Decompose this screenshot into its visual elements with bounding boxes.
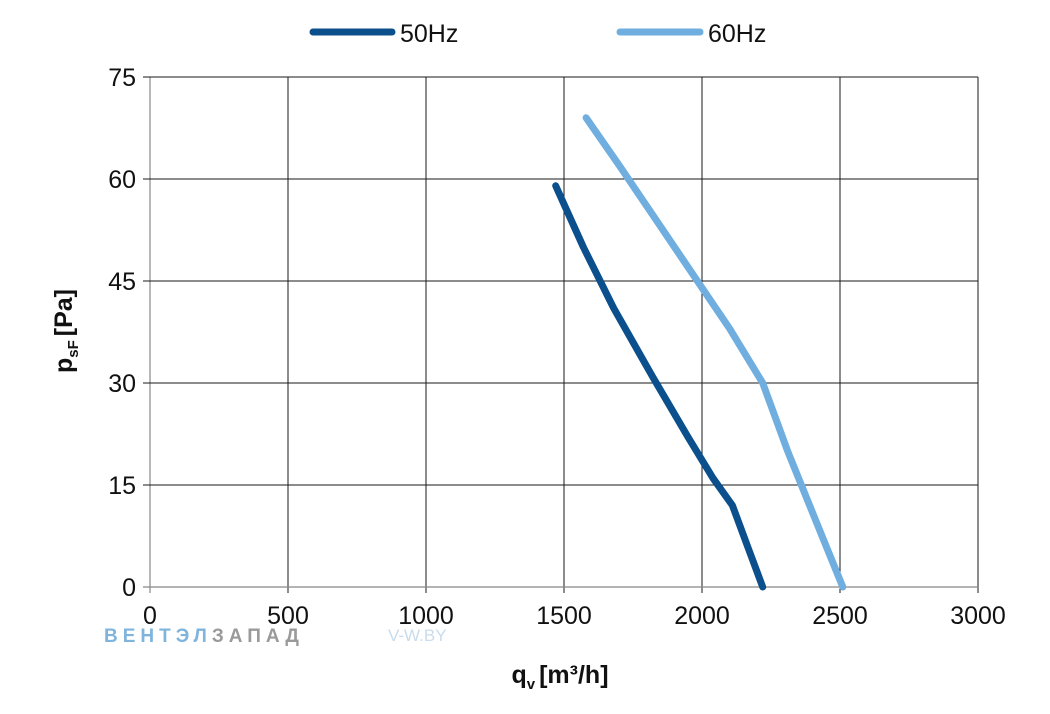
legend-label-50hz: 50Hz bbox=[400, 20, 458, 48]
y-axis-label-main: p bbox=[50, 358, 78, 373]
x-tick-label: 0 bbox=[143, 602, 157, 630]
svg-text:psF[Pa]: psF [Pa] bbox=[50, 289, 82, 373]
y-axis-label: psF [Pa] bbox=[50, 289, 82, 373]
x-tick-label: 2000 bbox=[674, 602, 730, 630]
y-tick-label: 30 bbox=[108, 370, 136, 398]
grid bbox=[143, 76, 979, 593]
x-tick-label: 3000 bbox=[950, 602, 1006, 630]
x-tick-label: 1000 bbox=[398, 602, 454, 630]
y-axis-label-sub: sF bbox=[65, 340, 82, 358]
watermark-site: V-W.BY bbox=[388, 626, 447, 645]
x-axis-label: qv [m³/h] bbox=[511, 661, 608, 693]
x-axis-label-sub: v bbox=[527, 676, 536, 693]
watermark-brand-a: ВЕНТЭЛ bbox=[104, 626, 212, 647]
x-tick-label: 500 bbox=[267, 602, 309, 630]
y-tick-label: 15 bbox=[108, 472, 136, 500]
legend-label-60hz: 60Hz bbox=[708, 20, 766, 48]
y-axis-label-unit: [Pa] bbox=[50, 289, 78, 336]
y-tick-label: 75 bbox=[108, 64, 136, 92]
legend: 50Hz 60Hz bbox=[309, 20, 766, 48]
tick-labels: 0 500 1000 1500 2000 2500 3000 0 15 30 45 60 75 bbox=[108, 64, 1006, 630]
x-tick-label: 1500 bbox=[536, 602, 592, 630]
x-tick-label: 2500 bbox=[812, 602, 868, 630]
watermark-brand-b: ЗАПАД bbox=[212, 626, 304, 647]
y-tick-label: 45 bbox=[108, 268, 136, 296]
series-layer bbox=[552, 114, 847, 591]
series-line-60hz bbox=[582, 114, 847, 591]
svg-text:ВЕНТЭЛЗАПАД: ВЕНТЭЛЗАПАД bbox=[104, 626, 304, 647]
y-tick-label: 60 bbox=[108, 166, 136, 194]
x-axis-label-unit: [m³/h] bbox=[539, 661, 608, 689]
watermark: ВЕНТЭЛЗАПАД V-W.BY bbox=[104, 626, 447, 647]
svg-text:qv[m³/h]: qv [m³/h] bbox=[511, 661, 608, 693]
y-tick-label: 0 bbox=[122, 574, 136, 602]
series-line-50hz bbox=[552, 182, 767, 591]
x-axis-label-main: q bbox=[511, 661, 526, 689]
